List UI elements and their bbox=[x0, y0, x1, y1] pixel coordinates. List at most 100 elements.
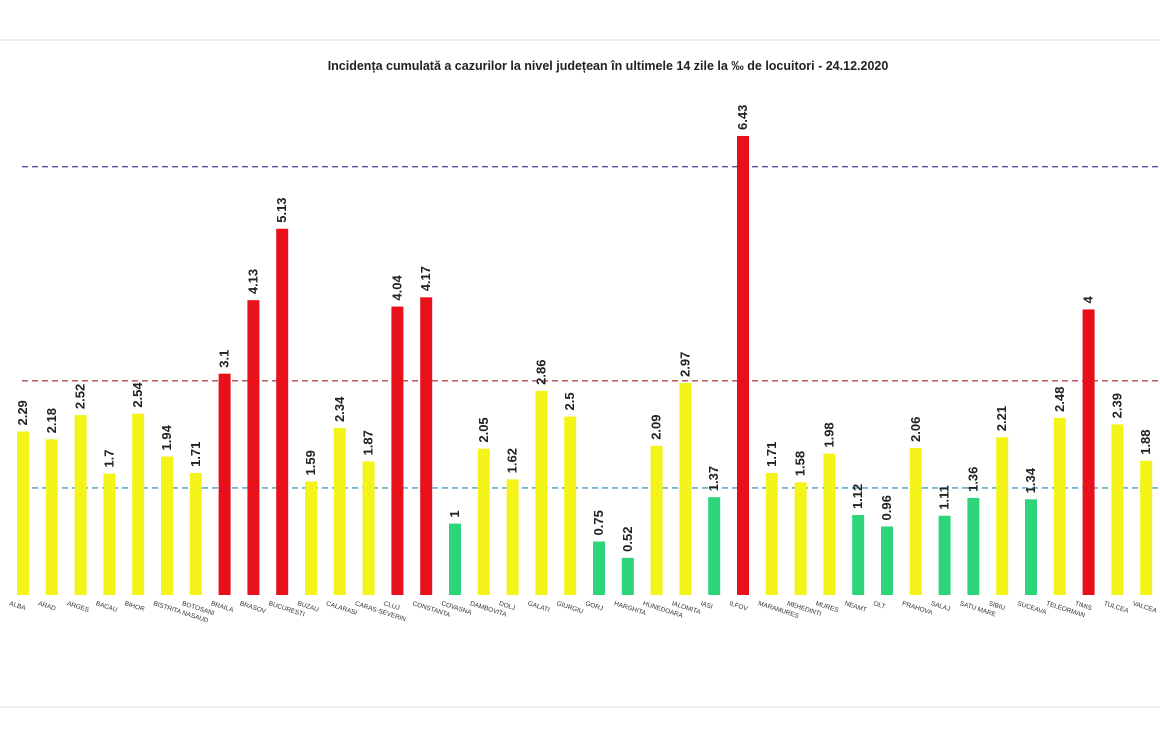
category-label-30: OLT bbox=[872, 600, 886, 610]
bar-3 bbox=[103, 473, 116, 595]
bar-30 bbox=[881, 526, 893, 595]
bar-22 bbox=[650, 445, 663, 595]
bar-10 bbox=[305, 481, 317, 595]
value-label-12: 1.87 bbox=[361, 430, 376, 455]
value-label-25: 6.43 bbox=[735, 105, 750, 130]
category-label-12: CARAS-SEVERIN bbox=[354, 600, 407, 623]
threshold-lines bbox=[22, 166, 1160, 489]
value-label-11: 2.34 bbox=[332, 396, 347, 422]
category-label-17: DOLJ bbox=[498, 600, 516, 612]
bar-16 bbox=[477, 448, 490, 595]
bar-28 bbox=[823, 453, 836, 595]
value-label-21: 0.52 bbox=[620, 527, 635, 552]
category-labels: ALBA ARAD ARGES BACAU BIHOR BISTRITA NASAUDBO… bbox=[8, 600, 1159, 624]
value-label-24: 1.37 bbox=[706, 466, 721, 491]
category-label-1: ARAD bbox=[37, 600, 57, 612]
bar-0 bbox=[17, 431, 29, 595]
category-label-34: SIBIU bbox=[988, 600, 1007, 612]
value-label-8: 4.13 bbox=[245, 269, 260, 294]
value-label-30: 0.96 bbox=[879, 495, 894, 520]
value-label-18: 2.86 bbox=[533, 360, 548, 385]
bar-9 bbox=[276, 228, 289, 595]
value-label-10: 1.59 bbox=[303, 450, 318, 475]
value-label-14: 4.17 bbox=[418, 266, 433, 291]
bar-7 bbox=[218, 373, 231, 595]
value-label-32: 1.11 bbox=[937, 485, 952, 510]
category-label-31: PRAHOVA bbox=[901, 600, 934, 617]
value-label-15: 1 bbox=[447, 510, 462, 517]
value-labels: 2.29 2.182.521.72.541.941.713.14.135.131.… bbox=[15, 105, 1153, 552]
category-label-0: ALBA bbox=[8, 600, 27, 612]
bar-37 bbox=[1082, 309, 1095, 595]
value-label-0: 2.29 bbox=[15, 400, 30, 425]
value-label-29: 1.12 bbox=[850, 484, 865, 509]
category-label-29: NEAMT bbox=[844, 600, 868, 614]
bar-24 bbox=[708, 497, 721, 595]
value-label-20: 0.75 bbox=[591, 510, 606, 535]
value-label-34: 2.21 bbox=[994, 406, 1009, 431]
bar-31 bbox=[909, 447, 922, 595]
value-label-4: 2.54 bbox=[130, 382, 145, 408]
bar-6 bbox=[189, 472, 202, 595]
value-label-27: 1.58 bbox=[793, 451, 808, 476]
bar-18 bbox=[535, 390, 548, 595]
value-label-13: 4.04 bbox=[389, 275, 404, 301]
bar-17 bbox=[506, 479, 519, 595]
bar-23 bbox=[679, 382, 692, 595]
value-label-7: 3.1 bbox=[217, 350, 232, 368]
bar-35 bbox=[1025, 499, 1037, 595]
value-label-22: 2.09 bbox=[649, 414, 664, 439]
value-label-39: 1.88 bbox=[1138, 429, 1153, 454]
category-label-2: ARGES bbox=[66, 600, 90, 614]
bar-1 bbox=[45, 439, 58, 595]
bar-19 bbox=[564, 416, 577, 595]
category-label-19: GIURGIU bbox=[556, 600, 585, 615]
bar-20 bbox=[593, 541, 605, 595]
bar-33 bbox=[967, 497, 980, 595]
value-label-35: 1.34 bbox=[1023, 467, 1038, 493]
value-label-31: 2.06 bbox=[908, 417, 923, 442]
category-label-11: CALARASI bbox=[325, 600, 358, 617]
value-label-1: 2.18 bbox=[44, 408, 59, 433]
value-label-28: 1.98 bbox=[821, 422, 836, 447]
bar-2 bbox=[74, 415, 87, 595]
value-label-2: 2.52 bbox=[73, 384, 88, 409]
bar-8 bbox=[247, 300, 260, 595]
category-label-32: SALAJ bbox=[930, 600, 951, 613]
value-label-36: 2.48 bbox=[1052, 387, 1067, 412]
category-label-24: IASI bbox=[700, 600, 714, 611]
value-label-23: 2.97 bbox=[677, 352, 692, 377]
value-label-38: 2.39 bbox=[1109, 393, 1124, 418]
value-label-3: 1.7 bbox=[101, 450, 116, 468]
value-label-33: 1.36 bbox=[965, 467, 980, 492]
bar-21 bbox=[621, 557, 634, 595]
value-label-37: 4 bbox=[1081, 295, 1096, 303]
category-label-8: BRASOV bbox=[239, 600, 268, 615]
bar-14 bbox=[420, 297, 433, 595]
bar-34 bbox=[996, 437, 1009, 595]
category-label-20: GORJ bbox=[584, 600, 603, 612]
bar-27 bbox=[794, 482, 807, 595]
category-label-13: CLUJ bbox=[383, 600, 401, 612]
bar-39 bbox=[1140, 460, 1153, 595]
bar-32 bbox=[938, 515, 951, 595]
category-label-25: ILFOV bbox=[728, 600, 749, 613]
bar-25 bbox=[737, 135, 749, 595]
bar-36 bbox=[1053, 417, 1066, 595]
category-label-39: VALCEA bbox=[1132, 600, 1159, 615]
bars bbox=[17, 135, 1153, 595]
value-label-16: 2.05 bbox=[476, 417, 491, 442]
category-label-3: BACAU bbox=[95, 600, 119, 614]
category-label-35: SUCEAVA bbox=[1016, 600, 1047, 616]
value-label-6: 1.71 bbox=[188, 442, 203, 467]
bar-26 bbox=[765, 472, 778, 595]
bar-11 bbox=[333, 427, 346, 595]
category-label-38: TULCEA bbox=[1103, 600, 1130, 615]
chart-title: Incidența cumulată a cazurilor la nivel … bbox=[328, 59, 889, 73]
bar-15 bbox=[449, 523, 461, 595]
category-label-4: BIHOR bbox=[124, 600, 146, 613]
bar-12 bbox=[362, 461, 375, 595]
value-label-9: 5.13 bbox=[274, 197, 289, 222]
category-label-18: GALATI bbox=[527, 600, 551, 614]
